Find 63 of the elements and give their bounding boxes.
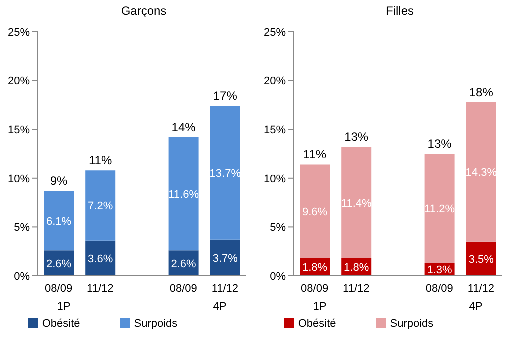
y-tick-label: 5% [270,222,286,234]
data-label: 1.8% [302,262,328,274]
total-label: 13% [428,137,452,151]
y-tick-label: 5% [14,222,30,234]
data-label: 11.2% [424,204,456,216]
y-tick-label: 10% [8,173,30,186]
y-tick-label: 25% [264,26,286,39]
total-label: 17% [213,89,238,104]
data-label: 6.1% [46,216,72,228]
total-label: 11% [303,148,327,162]
bar [210,106,240,240]
x-tick-label: 08/09 [426,282,454,295]
y-tick-label: 20% [8,76,30,88]
data-label: 1.3% [427,264,453,277]
bar [466,102,496,242]
x-tick-label: 08/09 [170,282,198,295]
total-label: 13% [344,130,369,144]
data-label: 11.4% [341,198,372,210]
text: 4P [213,300,227,313]
y-tick-label: 0% [14,270,30,283]
y-tick-label: 25% [8,26,30,39]
bar [342,147,372,258]
data-label: 1.8% [344,262,370,274]
data-label: 3.5% [468,254,494,266]
y-tick-label: 10% [264,173,286,186]
text: 1P [313,300,327,313]
bar [168,137,199,251]
data-label: 7.2% [88,200,114,213]
bar [86,170,116,241]
data-label: 13.7% [210,168,242,180]
bar [300,164,330,258]
data-label: 2.6% [171,258,197,270]
chart-title: Garçons [120,3,168,20]
data-label: 14.3% [466,167,498,180]
legend-label: Obésité [42,318,80,330]
y-tick-label: 15% [8,124,30,137]
x-tick-label: 11/12 [87,282,114,295]
chart-title: Filles [384,3,415,20]
x-tick-label: 11/12 [343,282,370,295]
data-label: 3.6% [88,253,114,266]
text: 1P [57,300,71,313]
total-label: 14% [172,120,196,134]
data-label: 2.6% [46,258,72,270]
text: 4P [469,300,483,313]
bar [210,240,240,276]
bar [44,191,74,251]
data-label: 11.6% [168,189,200,202]
x-tick-label: 08/09 [45,282,73,295]
total-label: 18% [469,85,494,100]
legend-label: Obésité [298,318,336,330]
total-label: 11% [89,154,112,168]
y-tick-label: 0% [270,270,286,283]
x-tick-label: 11/12 [212,282,239,295]
total-label: 9% [50,174,68,188]
legend-label: Surpoids [134,318,178,330]
x-tick-label: 08/09 [301,282,329,295]
y-tick-label: 20% [264,76,286,88]
data-label: 9.6% [302,206,328,219]
bar [424,154,455,264]
x-tick-label: 11/12 [468,282,495,295]
data-label: 3.7% [212,252,238,265]
legend-label: Surpoids [390,318,434,330]
y-tick-label: 15% [264,124,286,137]
